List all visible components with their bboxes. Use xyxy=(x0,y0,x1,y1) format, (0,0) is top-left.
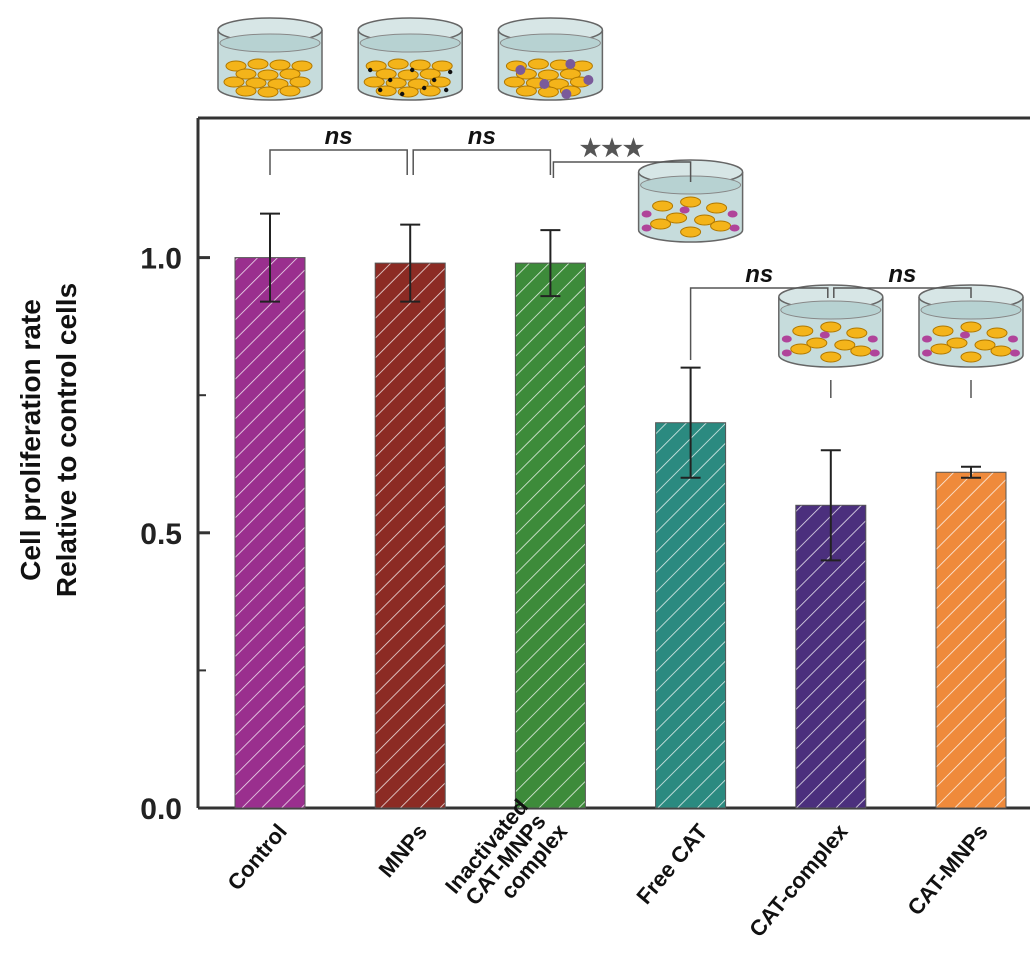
particle xyxy=(1010,350,1020,357)
particle xyxy=(378,88,382,92)
particle xyxy=(515,65,525,75)
particle xyxy=(820,332,830,339)
particle xyxy=(583,75,593,85)
significance-label: ns xyxy=(468,123,496,150)
x-tick-label: CAT-complex xyxy=(744,819,853,942)
cell xyxy=(258,87,278,97)
dish-liquid xyxy=(781,301,881,319)
particle xyxy=(642,225,652,232)
cell xyxy=(793,326,813,336)
cell xyxy=(931,344,951,354)
particle xyxy=(368,68,372,72)
particle xyxy=(422,86,426,90)
dish-liquid xyxy=(220,34,320,52)
particle xyxy=(782,350,792,357)
cell xyxy=(224,77,244,87)
y-tick-label: 1.0 xyxy=(140,243,182,276)
bar xyxy=(235,258,305,808)
bar xyxy=(515,263,585,808)
cell xyxy=(791,344,811,354)
particle xyxy=(922,336,932,343)
significance-bracket xyxy=(270,150,407,175)
y-tick-label: 0.5 xyxy=(140,518,182,551)
particle xyxy=(410,68,414,72)
cell xyxy=(961,352,981,362)
dish-icon xyxy=(358,18,462,100)
particle xyxy=(432,78,436,82)
dish-icon xyxy=(779,285,883,367)
dish-icon xyxy=(218,18,322,100)
x-tick-label-line: CAT-MNPs xyxy=(902,819,992,920)
cell xyxy=(528,59,548,69)
x-tick-label: Inactivated CAT-MNPs complex xyxy=(440,789,573,928)
particle xyxy=(870,350,880,357)
significance-label: ★★★ xyxy=(580,135,645,162)
cell xyxy=(681,227,701,237)
cell xyxy=(280,86,300,96)
particle xyxy=(868,336,878,343)
cell xyxy=(821,322,841,332)
cell xyxy=(991,346,1011,356)
particle xyxy=(922,350,932,357)
particle xyxy=(1008,336,1018,343)
y-axis-label: Relative to control cells xyxy=(51,283,82,597)
cell xyxy=(270,60,290,70)
particle xyxy=(539,79,549,89)
chart: 0.0 0.5 1.0 Cell proliferation rateRelative… xyxy=(0,0,1030,962)
particle xyxy=(448,70,452,74)
dish-liquid xyxy=(360,34,460,52)
cell xyxy=(504,77,524,87)
cell xyxy=(933,326,953,336)
cell xyxy=(290,77,310,87)
dish-icon xyxy=(498,18,602,100)
x-tick-label: CAT-MNPs xyxy=(902,819,992,920)
dish-liquid xyxy=(500,34,600,52)
cell xyxy=(987,328,1007,338)
cell xyxy=(516,86,536,96)
cell xyxy=(847,328,867,338)
particle xyxy=(730,225,740,232)
significance-label: ns xyxy=(888,261,916,288)
x-tick-label-line: Free CAT xyxy=(631,819,712,909)
significance-bracket xyxy=(413,150,550,175)
cell xyxy=(851,346,871,356)
bar xyxy=(656,423,726,808)
particle xyxy=(388,78,392,82)
bar xyxy=(936,472,1006,808)
particle xyxy=(444,88,448,92)
dish-illustrations xyxy=(218,18,1023,367)
y-tick-label: 0.0 xyxy=(140,793,182,826)
cell xyxy=(681,197,701,207)
cell xyxy=(707,203,727,213)
cell xyxy=(236,86,256,96)
cell xyxy=(961,322,981,332)
cell xyxy=(653,201,673,211)
significance-label: ns xyxy=(745,261,773,288)
particle xyxy=(642,211,652,218)
cell xyxy=(821,352,841,362)
significance-label: ns xyxy=(325,123,353,150)
x-tick-label: MNPs xyxy=(374,819,432,882)
particle xyxy=(960,332,970,339)
y-axis-label: Cell proliferation rate xyxy=(15,299,46,581)
x-tick-label-line: CAT-complex xyxy=(744,819,853,942)
cell xyxy=(248,59,268,69)
x-tick-label: Control xyxy=(222,819,291,895)
cell xyxy=(388,59,408,69)
cell xyxy=(711,221,731,231)
cell xyxy=(364,77,384,87)
cell xyxy=(538,87,558,97)
particle xyxy=(680,207,690,214)
x-tick-label-line: MNPs xyxy=(374,819,432,882)
particle xyxy=(565,59,575,69)
particle xyxy=(561,89,571,99)
particle xyxy=(400,92,404,96)
cell xyxy=(651,219,671,229)
x-tick-label-line: Control xyxy=(222,819,291,895)
bar xyxy=(375,263,445,808)
particle xyxy=(728,211,738,218)
dish-liquid xyxy=(921,301,1021,319)
x-tick-label: Free CAT xyxy=(631,819,712,909)
particle xyxy=(782,336,792,343)
